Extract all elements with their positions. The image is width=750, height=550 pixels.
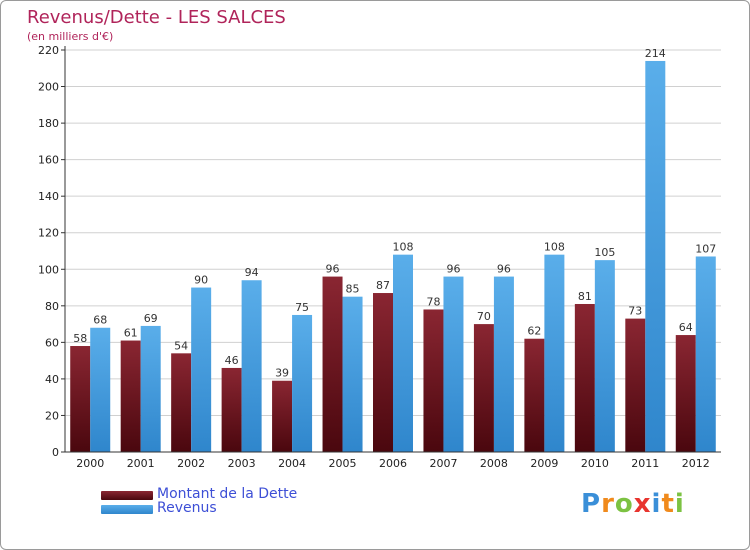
revenus-bar bbox=[544, 254, 565, 452]
data-label: 85 bbox=[346, 283, 360, 296]
data-label: 54 bbox=[174, 339, 188, 352]
data-label: 39 bbox=[275, 367, 289, 380]
dette-bar bbox=[120, 340, 141, 452]
data-label: 94 bbox=[245, 266, 259, 279]
data-label: 64 bbox=[679, 321, 693, 334]
dette-bar bbox=[423, 309, 444, 452]
legend-label-revenus: Revenus bbox=[157, 500, 217, 516]
dette-bar bbox=[272, 380, 293, 452]
y-tick-label: 60 bbox=[45, 336, 59, 349]
revenus-bar bbox=[443, 276, 464, 452]
chart-subtitle: (en milliers d'€) bbox=[27, 30, 114, 43]
logo-letter: i bbox=[674, 489, 685, 519]
data-label: 46 bbox=[225, 354, 239, 367]
x-tick-label: 2003 bbox=[228, 457, 256, 470]
x-tick-label: 2010 bbox=[581, 457, 609, 470]
dette-bar bbox=[221, 367, 242, 452]
y-tick-label: 160 bbox=[38, 154, 59, 167]
y-tick-label: 0 bbox=[52, 446, 59, 459]
legend-swatch-revenus bbox=[101, 505, 153, 514]
x-tick-label: 2001 bbox=[127, 457, 155, 470]
data-label: 62 bbox=[527, 325, 541, 338]
logo-letter: i bbox=[651, 489, 662, 519]
logo-letter: t bbox=[661, 489, 675, 519]
dette-bar bbox=[625, 318, 646, 452]
y-tick-label: 220 bbox=[38, 44, 59, 57]
data-label: 70 bbox=[477, 310, 491, 323]
revenus-bar bbox=[90, 327, 111, 452]
data-label: 214 bbox=[645, 47, 666, 60]
dette-bar bbox=[524, 338, 545, 452]
y-tick-label: 200 bbox=[38, 81, 59, 94]
x-tick-label: 2006 bbox=[379, 457, 407, 470]
y-tick-label: 20 bbox=[45, 409, 59, 422]
x-tick-label: 2007 bbox=[429, 457, 457, 470]
logo-letter: x bbox=[633, 489, 652, 519]
revenus-bar bbox=[493, 276, 514, 452]
revenus-bar bbox=[342, 296, 363, 452]
data-label: 108 bbox=[544, 241, 565, 254]
data-label: 75 bbox=[295, 301, 309, 314]
x-tick-label: 2009 bbox=[530, 457, 558, 470]
revenus-bar bbox=[645, 60, 666, 453]
dette-bar bbox=[373, 293, 393, 452]
data-label: 96 bbox=[326, 263, 340, 276]
dette-bar bbox=[675, 335, 696, 452]
x-tick-label: 2012 bbox=[682, 457, 710, 470]
data-label: 58 bbox=[73, 332, 87, 345]
data-label: 108 bbox=[393, 241, 414, 254]
revenus-bar bbox=[594, 260, 615, 452]
data-label: 90 bbox=[194, 274, 208, 287]
data-label: 107 bbox=[695, 242, 716, 255]
dette-bar bbox=[473, 324, 494, 452]
revenus-bar bbox=[393, 254, 413, 452]
y-tick-label: 100 bbox=[38, 263, 59, 276]
y-tick-label: 120 bbox=[38, 227, 59, 240]
proxiti-logo: Proxiti bbox=[581, 489, 685, 519]
dette-bar bbox=[171, 353, 192, 452]
x-tick-label: 2005 bbox=[329, 457, 357, 470]
revenus-bar bbox=[241, 280, 262, 452]
data-label: 105 bbox=[594, 246, 615, 259]
y-tick-label: 80 bbox=[45, 300, 59, 313]
x-tick-label: 2002 bbox=[177, 457, 205, 470]
dette-bar bbox=[574, 303, 595, 452]
data-label: 68 bbox=[93, 314, 107, 327]
data-label: 78 bbox=[426, 295, 440, 308]
y-tick-label: 180 bbox=[38, 117, 59, 130]
legend-swatch-dette bbox=[101, 491, 153, 500]
data-label: 73 bbox=[628, 305, 642, 318]
legend-label-dette: Montant de la Dette bbox=[157, 486, 298, 502]
dette-bar bbox=[322, 276, 343, 452]
data-label: 69 bbox=[144, 312, 158, 325]
y-tick-label: 40 bbox=[45, 373, 59, 386]
x-tick-label: 2008 bbox=[480, 457, 508, 470]
revenus-bar bbox=[695, 256, 716, 452]
data-label: 96 bbox=[446, 263, 460, 276]
x-tick-label: 2000 bbox=[76, 457, 104, 470]
data-label: 61 bbox=[124, 327, 138, 340]
revenus-bar bbox=[191, 287, 212, 452]
logo-letter: r bbox=[601, 489, 615, 519]
data-label: 81 bbox=[578, 290, 592, 303]
dette-bar bbox=[70, 346, 91, 452]
y-tick-label: 140 bbox=[38, 190, 59, 203]
logo-letter: P bbox=[581, 489, 602, 519]
chart-title: Revenus/Dette - LES SALCES bbox=[27, 7, 286, 28]
x-tick-label: 2011 bbox=[631, 457, 659, 470]
data-label: 87 bbox=[376, 279, 390, 292]
revenus-bar bbox=[140, 325, 161, 452]
logo-letter: o bbox=[614, 489, 634, 519]
data-label: 96 bbox=[497, 263, 511, 276]
x-tick-label: 2004 bbox=[278, 457, 306, 470]
revenus-bar bbox=[292, 314, 313, 452]
